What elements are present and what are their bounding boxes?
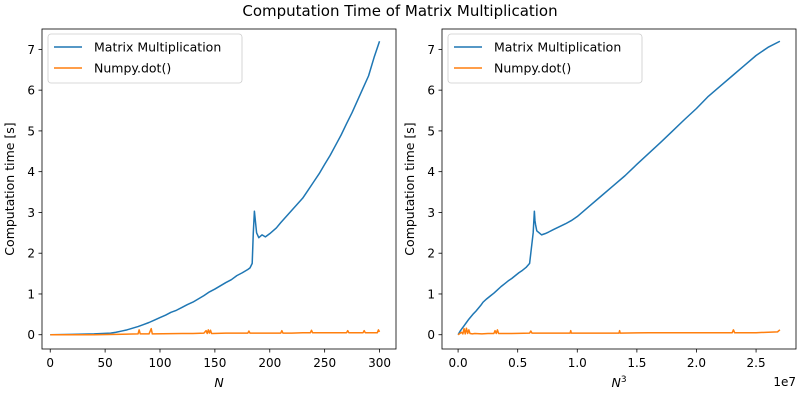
figure-title: Computation Time of Matrix Multiplicatio… xyxy=(242,2,557,20)
y-tick-label: 0 xyxy=(27,328,35,342)
x-tick-label: 2.5 xyxy=(747,356,766,370)
y-tick-label: 2 xyxy=(27,247,35,261)
x-tick-label: 2.0 xyxy=(687,356,706,370)
axes-frame xyxy=(41,28,397,350)
x-tick-label: 0.5 xyxy=(508,356,527,370)
series-line-numpy-dot xyxy=(457,327,781,336)
y-tick-label: 6 xyxy=(27,84,35,98)
series-line-matrix-multiplication xyxy=(50,40,381,336)
x-axis-offset-label: 1e7 xyxy=(773,375,796,389)
y-tick-label: 3 xyxy=(27,206,35,220)
x-tick-label: 300 xyxy=(368,356,391,370)
x-tick-label: 1.5 xyxy=(627,356,646,370)
x-tick-label: 0.0 xyxy=(449,356,468,370)
x-tick-label: 200 xyxy=(258,356,281,370)
y-tick-label: 4 xyxy=(27,165,35,179)
y-tick-label: 3 xyxy=(427,206,435,220)
axes-frame xyxy=(441,28,797,350)
x-tick-label: 100 xyxy=(149,356,172,370)
x-tick-label: 150 xyxy=(203,356,226,370)
legend-box xyxy=(47,33,243,84)
y-tick-label: 1 xyxy=(427,287,435,301)
right-plot-panel: 0.0 0.5 1.0 1.5 2.0 2.5 0 1 2 3 4 5 6 7 N3 Computation … xyxy=(402,28,797,390)
y-tick-label: 6 xyxy=(427,84,435,98)
legend-label: Numpy.dot() xyxy=(494,61,571,76)
y-tick-label: 5 xyxy=(427,124,435,138)
series-line-matrix-multiplication xyxy=(457,40,781,336)
x-tick-label: 0 xyxy=(46,356,54,370)
y-axis-label: Computation time [s] xyxy=(2,122,17,255)
series-line-numpy-dot xyxy=(50,327,381,336)
y-tick-label: 1 xyxy=(27,287,35,301)
x-tick-label: 50 xyxy=(97,356,112,370)
x-tick-label: 250 xyxy=(313,356,336,370)
y-tick-label: 2 xyxy=(427,247,435,261)
y-tick-label: 7 xyxy=(427,43,435,57)
legend-label: Matrix Multiplication xyxy=(94,40,221,55)
legend-box xyxy=(447,33,643,84)
legend-label: Matrix Multiplication xyxy=(494,40,621,55)
x-axis-label: N3 xyxy=(611,375,626,390)
x-tick-label: 1.0 xyxy=(568,356,587,370)
left-plot-panel: 0 50 100 150 200 250 300 0 1 2 3 4 5 6 7 N Computation t… xyxy=(2,28,397,390)
y-tick-label: 5 xyxy=(27,124,35,138)
y-tick-label: 7 xyxy=(27,43,35,57)
x-axis-label: N xyxy=(214,375,224,390)
y-tick-label: 0 xyxy=(427,328,435,342)
legend-label: Numpy.dot() xyxy=(94,61,171,76)
y-axis-label: Computation time [s] xyxy=(402,122,417,255)
y-tick-label: 4 xyxy=(427,165,435,179)
